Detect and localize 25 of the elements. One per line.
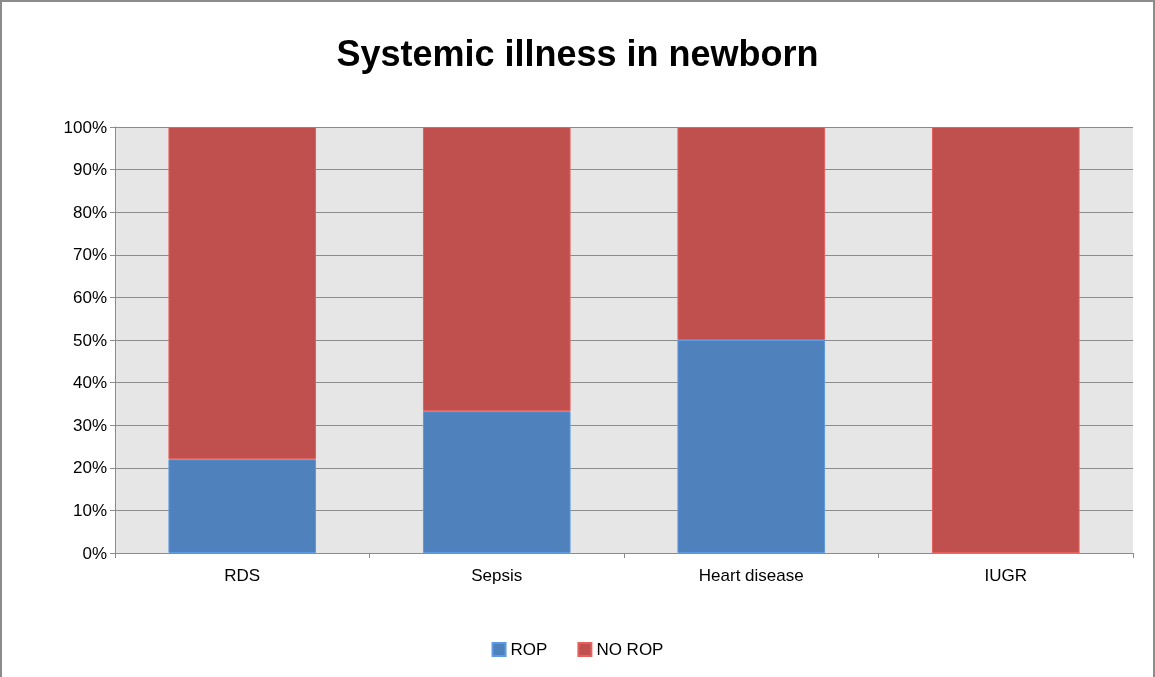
y-tick-label: 100%	[63, 117, 107, 137]
y-tick-label: 90%	[72, 160, 107, 180]
chart-title: Systemic illness in newborn	[336, 32, 819, 74]
bar	[677, 340, 826, 553]
y-tick-label: 40%	[72, 373, 107, 393]
y-tick-label: 20%	[72, 458, 107, 478]
bar	[168, 127, 317, 460]
bar	[677, 127, 826, 340]
bar	[422, 411, 571, 553]
y-tick-label: 0%	[82, 543, 107, 563]
bar	[931, 127, 1080, 553]
y-tick-label: 70%	[72, 245, 107, 265]
x-tick-label: Sepsis	[471, 566, 523, 585]
y-tick-label: 60%	[72, 287, 107, 307]
bar	[422, 127, 571, 412]
x-tick-label: Heart disease	[698, 566, 804, 585]
y-tick-label: 80%	[72, 202, 107, 222]
legend-label: ROP	[510, 640, 548, 659]
y-tick-label: 10%	[72, 500, 107, 520]
bar	[168, 459, 317, 553]
legend-label: NO ROP	[596, 640, 664, 659]
x-tick-label: RDS	[224, 566, 261, 585]
y-tick-label: 50%	[72, 330, 107, 350]
x-tick-label: IUGR	[984, 566, 1027, 585]
y-tick-label: 30%	[72, 415, 107, 435]
